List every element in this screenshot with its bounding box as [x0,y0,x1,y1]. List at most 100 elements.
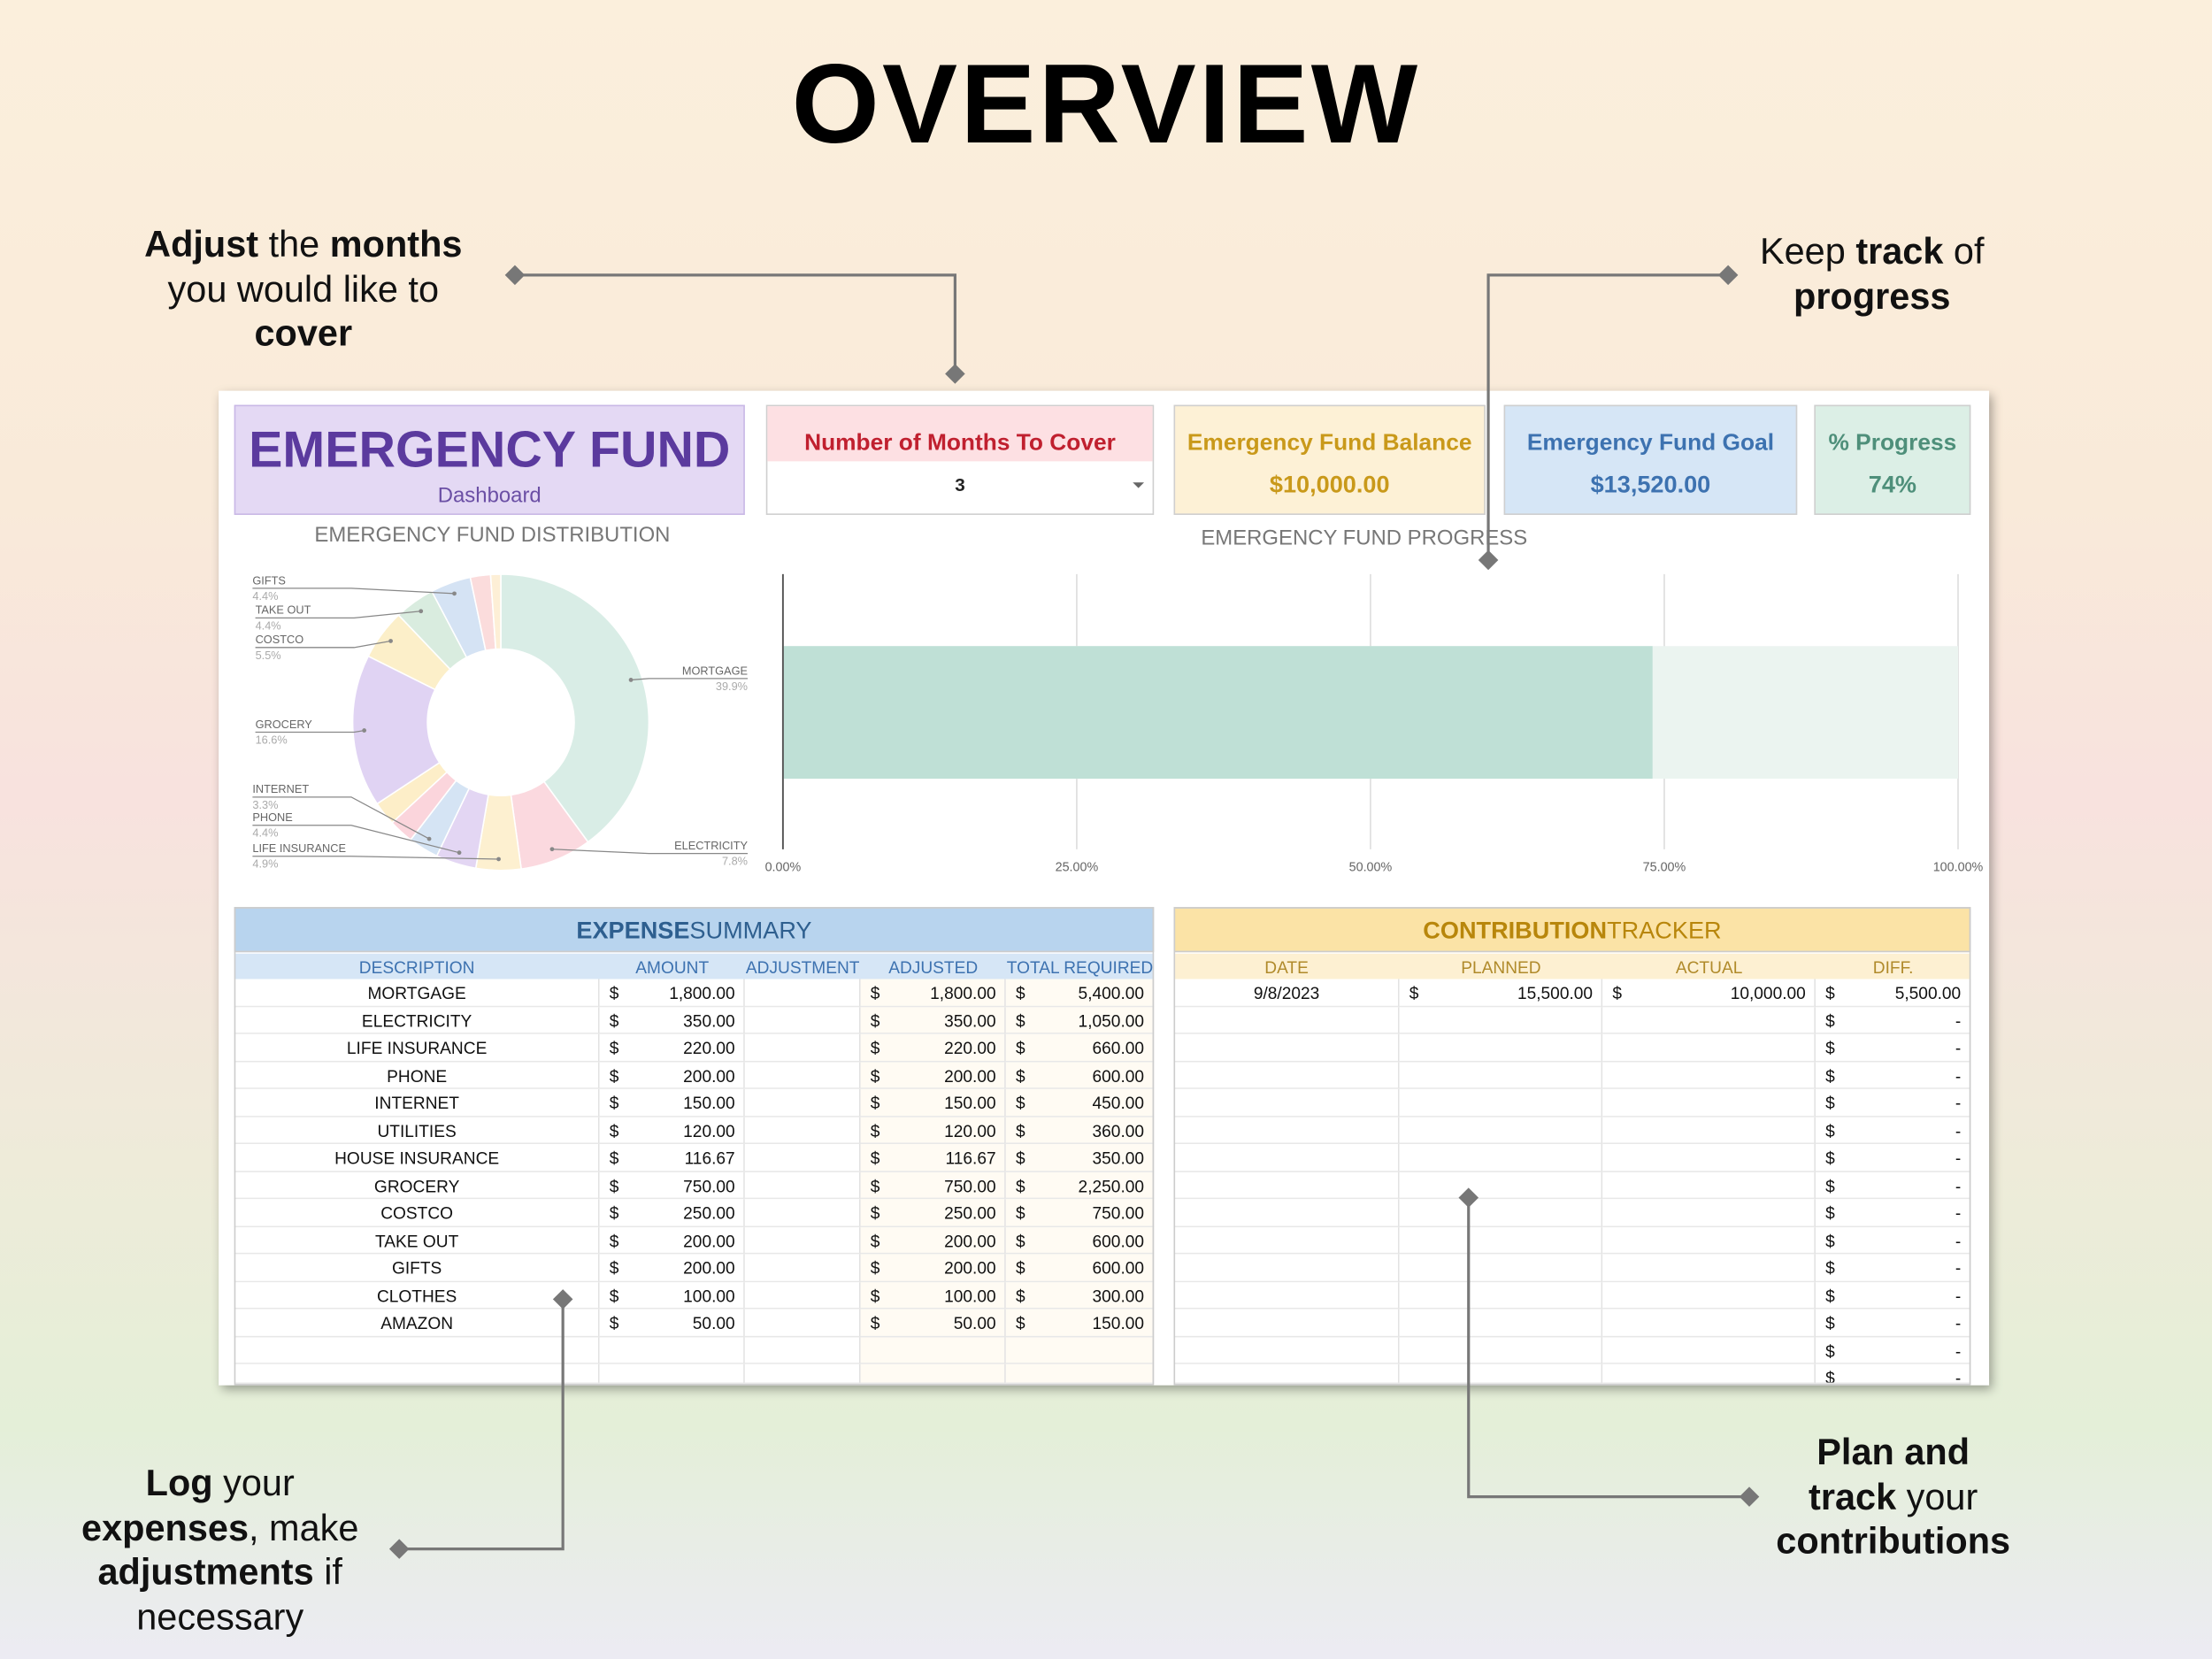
table-cell: $ - [1815,1171,1971,1200]
table-cell: $200.00 [860,1226,1006,1255]
cell-value: 120.00 [683,1120,735,1141]
cell-value: - [1955,1286,1962,1306]
callout-line: necessary [0,1594,503,1639]
cell-value: 750.00 [683,1175,735,1196]
leader-dot [628,678,634,682]
cell-value: 750.00 [944,1175,996,1196]
table-cell: $750.00 [1005,1199,1155,1227]
table-cell [1602,1171,1816,1200]
currency-symbol: $ [1015,1065,1025,1086]
table-cell [744,1363,861,1385]
table-cell: $50.00 [860,1309,1006,1337]
table-cell [744,1061,861,1089]
card-label: Emergency Fund Goal [1526,430,1775,456]
table-cell [234,1336,600,1364]
cell-value: 660.00 [1092,1038,1145,1058]
table-cell: 9/8/2023 [1173,979,1400,1007]
table-cell: $350.00 [860,1006,1006,1034]
table-cell [1173,1363,1400,1385]
cell-value: 350.00 [683,1010,735,1031]
table-header-bg [1173,953,1971,979]
currency-symbol: $ [1825,1286,1835,1306]
cell-value: 100.00 [683,1286,735,1306]
table-cell [1173,1144,1400,1172]
currency-symbol: $ [609,1258,619,1279]
card-value: 74% [1868,471,1917,498]
cell-value: 220.00 [683,1038,735,1058]
leader-line [252,825,460,854]
currency-symbol: $ [870,1286,880,1306]
table-cell [744,1088,861,1117]
table-cell: $116.67 [860,1144,1006,1172]
leader-dot [549,847,555,852]
currency-symbol: $ [1825,1120,1835,1141]
callout-text: your [1896,1474,1978,1517]
table-cell: $250.00 [599,1199,745,1227]
cell-value: 350.00 [1092,1148,1145,1169]
card-value: $10,000.00 [1269,471,1390,498]
currency-symbol: $ [609,1203,619,1224]
table-cell [234,1363,600,1385]
cell-value: 50.00 [953,1313,996,1333]
currency-symbol: $ [1015,983,1025,1003]
cell-value: 250.00 [683,1203,735,1224]
callout: Keep track of progress [1590,230,2154,319]
table-cell [1173,1254,1400,1282]
table-cell: LIFE INSURANCE [234,1033,600,1062]
leader-dot [457,850,462,856]
card-label: % Progress [1828,430,1957,456]
callout: Plan and track your contributions [1611,1431,2176,1564]
callout-line: Plan and [1611,1431,2176,1475]
column-header: ACTUAL [1675,957,1743,978]
slice-value-label: 7.8% [722,855,748,868]
cell-value: 150.00 [944,1093,996,1113]
callout-line: track your [1611,1475,2176,1519]
cell-value: - [1955,1368,1962,1385]
table-cell [860,1336,1006,1364]
callout-text: contributions [1776,1519,2011,1562]
table-cell: $2,250.00 [1005,1171,1155,1200]
table-cell: $150.00 [599,1088,745,1117]
table-cell: $100.00 [860,1281,1006,1310]
table-cell: $600.00 [1005,1226,1155,1255]
callout-line: adjustments if [0,1550,503,1594]
table-cell [1399,1116,1603,1145]
cell-value: 5,500.00 [1894,983,1962,1003]
callout-line: expenses, make [0,1506,503,1550]
slice-label: COSTCO [256,633,304,646]
leader-line [252,856,499,860]
table-cell [744,1309,861,1337]
currency-symbol: $ [870,1313,880,1333]
currency-symbol: $ [870,1093,880,1113]
table-cell: AMAZON [234,1309,600,1337]
currency-symbol: $ [1825,1313,1835,1333]
cell-value: 116.67 [684,1148,735,1169]
chart-title: EMERGENCY FUND DISTRIBUTION [314,523,670,547]
slice-value-label: 5.5% [256,649,281,662]
table-cell: $200.00 [860,1254,1006,1282]
cell-text: HOUSE INSURANCE [334,1148,500,1169]
cell-text: PHONE [387,1065,448,1086]
table-cell: $50.00 [599,1309,745,1337]
callout-text: the [258,222,330,265]
table-cell [1173,1033,1400,1062]
table-cell: $120.00 [599,1116,745,1145]
currency-symbol: $ [609,1148,619,1169]
cell-value: 116.67 [945,1148,996,1169]
dashboard-subtitle: Dashboard [437,483,541,508]
table-cell: $ - [1815,1309,1971,1337]
cell-text: GROCERY [373,1175,460,1196]
table-cell [1173,1006,1400,1034]
currency-symbol: $ [1015,1231,1025,1251]
currency-symbol: $ [870,1038,880,1058]
leader-dot [362,728,367,733]
cell-text: ELECTRICITY [361,1010,472,1031]
table-cell [1602,1144,1816,1172]
cell-value: - [1955,1148,1962,1169]
cell-value: 360.00 [1092,1120,1145,1141]
table-cell: $ - [1815,1006,1971,1034]
cell-text: MORTGAGE [367,983,466,1003]
table-cell [744,979,861,1007]
table-cell: $116.67 [599,1144,745,1172]
card-label: Number of Months To Cover [804,430,1116,456]
